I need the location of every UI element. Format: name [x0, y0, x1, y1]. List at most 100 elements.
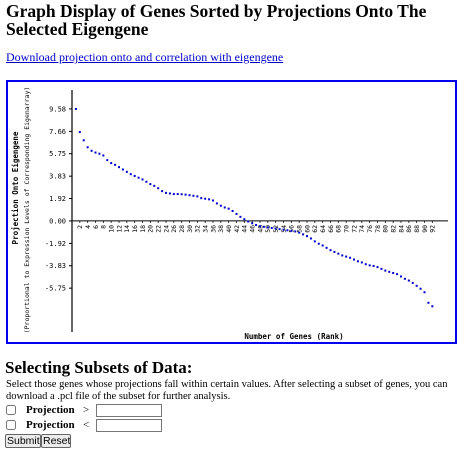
data-point	[286, 229, 289, 232]
data-point	[372, 264, 375, 267]
x-tick-label: 46	[248, 225, 256, 233]
x-tick-label: 24	[162, 225, 170, 233]
data-point	[129, 173, 132, 176]
data-point	[353, 258, 355, 261]
x-tick-label: 22	[154, 225, 162, 233]
submit-button[interactable]: Submit	[5, 434, 41, 448]
data-point	[270, 226, 273, 229]
y-tick-label: -1.92	[45, 240, 66, 248]
data-point	[356, 260, 359, 263]
data-point	[180, 193, 183, 196]
data-point	[415, 284, 418, 287]
y-tick-label: 1.92	[49, 195, 66, 203]
x-tick-label: 92	[429, 225, 437, 233]
data-point	[313, 240, 316, 243]
x-tick-label: 12	[115, 225, 123, 233]
data-point	[223, 206, 226, 209]
data-point	[431, 305, 434, 308]
data-point	[235, 212, 238, 215]
data-point	[196, 195, 199, 198]
data-point	[341, 254, 344, 257]
projection-less-checkbox[interactable]	[6, 420, 16, 430]
x-axis-label: Number of Genes (Rank)	[244, 332, 343, 341]
x-tick-label: 60	[303, 225, 311, 233]
x-tick-label: 88	[413, 225, 421, 233]
data-point	[396, 273, 399, 276]
data-point	[231, 210, 234, 212]
x-tick-label: 28	[178, 225, 186, 233]
x-tick-label: 2	[76, 225, 84, 229]
data-point	[78, 131, 81, 134]
projection-greater-checkbox[interactable]	[6, 405, 16, 415]
projection-less-input[interactable]	[96, 419, 162, 432]
data-point	[114, 163, 117, 166]
data-point	[172, 193, 175, 196]
data-point	[427, 301, 430, 304]
x-tick-label: 44	[241, 225, 249, 233]
data-point	[364, 263, 367, 266]
data-point	[121, 168, 124, 171]
data-point	[239, 215, 242, 218]
data-point	[400, 275, 402, 278]
data-point	[243, 218, 246, 221]
x-tick-label: 62	[311, 225, 319, 233]
data-point	[380, 267, 383, 270]
data-point	[407, 279, 410, 282]
data-point	[309, 237, 312, 240]
data-point	[392, 271, 395, 274]
data-point	[110, 162, 113, 165]
data-point	[360, 261, 363, 264]
data-point	[251, 222, 254, 225]
data-point	[259, 225, 261, 228]
x-tick-label: 36	[209, 225, 217, 233]
page-title: Graph Display of Genes Sorted by Project…	[6, 1, 427, 39]
x-tick-label: 26	[170, 225, 178, 233]
data-point	[384, 269, 387, 272]
x-tick-label: 30	[186, 225, 194, 233]
y-tick-label: -5.75	[45, 285, 66, 293]
x-tick-label: 8	[100, 225, 108, 229]
data-point	[204, 197, 207, 200]
data-point	[133, 174, 136, 177]
x-tick-label: 18	[139, 225, 147, 233]
data-point	[212, 199, 214, 202]
x-tick-label: 72	[350, 225, 358, 233]
x-tick-label: 6	[92, 225, 100, 229]
data-point	[255, 224, 258, 227]
data-point	[282, 228, 285, 231]
subsets-description: Select those genes whose projections fal…	[6, 379, 448, 402]
x-tick-label: 78	[374, 225, 382, 233]
chart-canvas: 9.587.665.753.831.920.00-1.92-3.83-5.75 …	[11, 87, 448, 341]
reset-button[interactable]: Reset	[41, 434, 71, 448]
data-point	[325, 246, 328, 249]
data-point	[106, 159, 109, 162]
y-axis-label: Projection Onto Eigengene	[11, 131, 20, 244]
data-point	[149, 183, 152, 186]
data-point	[306, 235, 308, 238]
x-tick-label: 68	[335, 225, 343, 233]
data-point	[192, 194, 195, 197]
x-tick-label: 56	[288, 225, 296, 233]
data-point	[184, 193, 187, 196]
x-tick-label: 58	[295, 225, 303, 233]
data-point	[74, 107, 77, 110]
download-projection-link[interactable]: Download projection onto and correlation…	[6, 50, 284, 64]
data-point	[90, 149, 93, 152]
data-point	[349, 256, 352, 259]
data-point	[321, 244, 324, 247]
y-tick-label: 7.66	[49, 128, 66, 136]
y-tick-label: -3.83	[45, 262, 66, 270]
data-point	[125, 170, 128, 173]
data-point	[294, 230, 297, 233]
data-point	[176, 193, 179, 196]
projection-greater-input[interactable]	[96, 404, 162, 417]
y-tick-label: 3.83	[49, 173, 66, 181]
data-point	[86, 146, 89, 149]
data-point	[317, 242, 320, 245]
x-tick-label: 76	[366, 225, 374, 233]
data-point	[329, 249, 332, 252]
y-tick-label: 5.75	[49, 150, 66, 158]
data-point	[141, 178, 144, 181]
data-point	[302, 233, 305, 236]
projection-chart: 9.58 7.66 5.75 3.83 1.92 0.00 -1.92 -3.83 -5.75 …	[6, 80, 457, 344]
